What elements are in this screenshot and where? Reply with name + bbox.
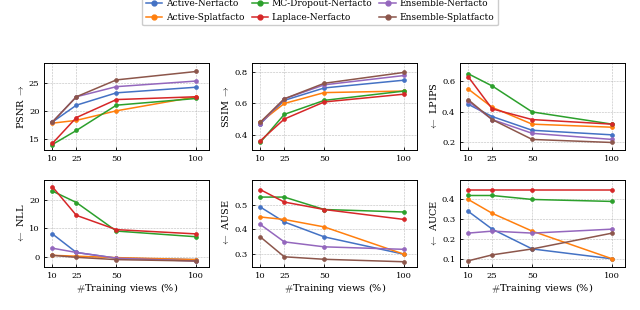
X-axis label: $\#$Training views (%): $\#$Training views (%) xyxy=(76,281,178,295)
Y-axis label: SSIM $\rightarrow$: SSIM $\rightarrow$ xyxy=(220,85,231,128)
Y-axis label: PSNR $\rightarrow$: PSNR $\rightarrow$ xyxy=(15,84,26,129)
Y-axis label: $\leftarrow$ AUCE: $\leftarrow$ AUCE xyxy=(428,200,439,247)
Legend: Active-Nerfacto, Active-Splatfacto, MC-Dropout-Nerfacto, Laplace-Nerfacto, Ensem: Active-Nerfacto, Active-Splatfacto, MC-D… xyxy=(142,0,498,25)
Y-axis label: $\leftarrow$ LPIPS: $\leftarrow$ LPIPS xyxy=(428,83,439,131)
X-axis label: $\#$Training views (%): $\#$Training views (%) xyxy=(492,281,594,295)
Y-axis label: $\leftarrow$ AUSE: $\leftarrow$ AUSE xyxy=(220,200,231,246)
X-axis label: $\#$Training views (%): $\#$Training views (%) xyxy=(284,281,386,295)
Y-axis label: $\leftarrow$ NLL: $\leftarrow$ NLL xyxy=(15,203,26,243)
